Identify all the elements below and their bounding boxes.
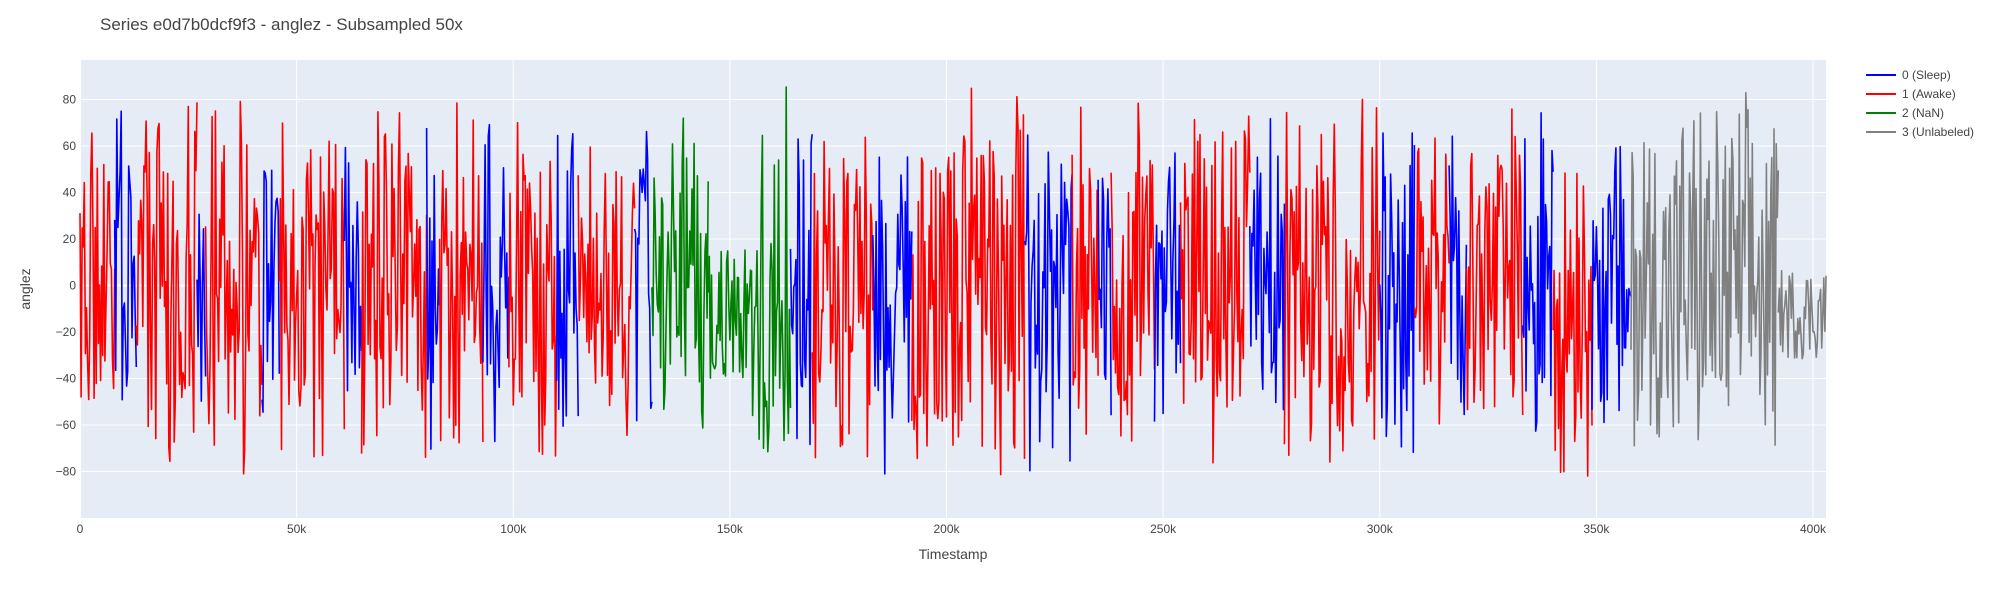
series-line-2 (651, 117, 709, 429)
x-tick-label: 250k (1150, 522, 1177, 536)
series-line-1 (278, 122, 346, 458)
series-line-0 (1097, 177, 1112, 416)
chart-title: Series e0d7b0dcf9f3 - anglez - Subsample… (100, 15, 463, 34)
series-line-0 (555, 133, 579, 427)
series-line-1 (438, 102, 484, 444)
y-tick-label: −60 (56, 418, 77, 432)
series-line-1 (1465, 108, 1524, 416)
x-tick-label: 100k (500, 522, 527, 536)
x-tick-label: 200k (933, 522, 960, 536)
series-line-0 (633, 130, 653, 422)
series-line-1 (911, 87, 1026, 476)
series-line-0 (1153, 152, 1182, 422)
y-axis-title: anglez (17, 268, 33, 309)
series-line-0 (261, 169, 281, 414)
series-line-1 (135, 102, 198, 463)
series-line-1 (1110, 102, 1156, 442)
legend-label: 3 (Unlabeled) (1902, 125, 1974, 139)
y-tick-label: 60 (63, 139, 77, 153)
series-line-2 (707, 249, 753, 379)
series-line-3 (1777, 269, 1827, 360)
legend-label: 0 (Sleep) (1902, 68, 1951, 82)
x-tick-label: 400k (1800, 522, 1827, 536)
series-line-0 (343, 146, 363, 392)
series-line-1 (577, 146, 636, 437)
y-tick-label: 0 (69, 279, 76, 293)
series-line-1 (1552, 172, 1593, 477)
x-tick-label: 350k (1583, 522, 1610, 536)
x-tick-label: 50k (287, 522, 307, 536)
series-line-3 (1630, 91, 1780, 447)
series-line-0 (789, 134, 813, 446)
series-line-1 (508, 121, 558, 457)
y-tick-label: 80 (63, 93, 77, 107)
legend-label: 1 (Awake) (1902, 87, 1956, 101)
legend: 0 (Sleep) 1 (Awake) 2 (NaN) 3 (Unlabeled) (1866, 68, 1974, 139)
series-line-2 (750, 86, 792, 453)
y-axis-ticks: −80 −60 −40 −20 0 20 40 60 80 (56, 93, 77, 479)
series-line-1 (1283, 98, 1381, 463)
x-tick-label: 150k (717, 522, 744, 536)
series-line-0 (1379, 132, 1416, 454)
x-axis-ticks: 0 50k 100k 150k 200k 250k 300k 350k 400k (77, 522, 1827, 536)
y-tick-label: −20 (56, 325, 77, 339)
x-axis-title: Timestamp (919, 546, 988, 562)
series-line-1 (360, 111, 428, 459)
y-tick-label: −80 (56, 465, 77, 479)
series-line-1 (204, 100, 263, 475)
series-line-1 (811, 136, 874, 459)
x-tick-label: 0 (77, 522, 84, 536)
series-line-0 (1521, 112, 1554, 432)
series-line-0 (1591, 145, 1632, 424)
legend-label: 2 (NaN) (1902, 106, 1944, 120)
series-line-1 (79, 132, 116, 401)
series-line-1 (1179, 115, 1251, 464)
y-tick-label: 40 (63, 186, 77, 200)
series-line-0 (1023, 134, 1073, 472)
series-line-1 (1071, 106, 1099, 435)
series-line-0 (425, 127, 441, 450)
x-tick-label: 300k (1367, 522, 1394, 536)
series-line-0 (482, 123, 510, 443)
series-line-0 (1448, 135, 1468, 416)
y-tick-label: 20 (63, 232, 77, 246)
series-line-1 (1413, 137, 1450, 425)
y-tick-label: −40 (56, 372, 77, 386)
series-line-0 (1249, 117, 1286, 411)
series-lines (79, 86, 1827, 477)
series-line-0 (113, 110, 138, 401)
series-line-0 (196, 213, 207, 402)
series-line-0 (872, 156, 913, 475)
